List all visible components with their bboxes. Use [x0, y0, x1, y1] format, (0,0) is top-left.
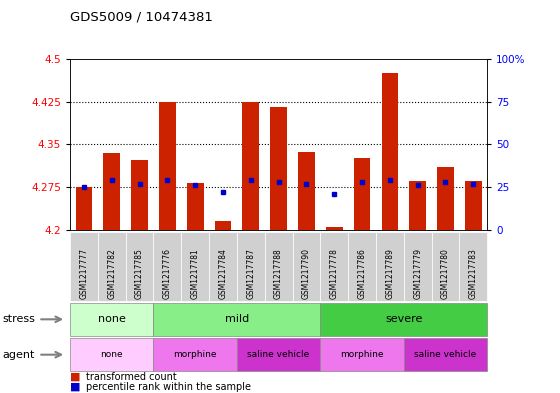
Text: none: none [98, 314, 125, 324]
Bar [76, 187, 92, 230]
Text: ■: ■ [70, 372, 81, 382]
Bar [104, 153, 120, 230]
Text: GSM1217782: GSM1217782 [107, 248, 116, 299]
Text: ■: ■ [70, 382, 81, 392]
Bar [465, 181, 482, 230]
Bar [187, 183, 203, 230]
Text: GSM1217777: GSM1217777 [80, 248, 88, 299]
Text: saline vehicle: saline vehicle [414, 350, 477, 359]
Text: GSM1217785: GSM1217785 [135, 248, 144, 299]
Text: GSM1217789: GSM1217789 [385, 248, 394, 299]
Bar [409, 181, 426, 230]
Text: GSM1217784: GSM1217784 [218, 248, 227, 299]
Text: GSM1217779: GSM1217779 [413, 248, 422, 299]
Bar [131, 160, 148, 230]
Text: mild: mild [225, 314, 249, 324]
Text: GSM1217790: GSM1217790 [302, 248, 311, 299]
Bar [437, 167, 454, 230]
Bar [242, 102, 259, 230]
Bar [298, 152, 315, 230]
Text: saline vehicle: saline vehicle [248, 350, 310, 359]
Text: morphine: morphine [174, 350, 217, 359]
Bar [354, 158, 370, 230]
Bar [326, 227, 343, 230]
Text: GSM1217788: GSM1217788 [274, 248, 283, 299]
Text: GSM1217780: GSM1217780 [441, 248, 450, 299]
Text: GDS5009 / 10474381: GDS5009 / 10474381 [70, 11, 213, 24]
Text: agent: agent [3, 350, 35, 360]
Text: GSM1217783: GSM1217783 [469, 248, 478, 299]
Text: severe: severe [385, 314, 422, 324]
Bar [159, 102, 176, 230]
Text: percentile rank within the sample: percentile rank within the sample [86, 382, 251, 392]
Text: transformed count: transformed count [86, 372, 176, 382]
Text: GSM1217787: GSM1217787 [246, 248, 255, 299]
Bar [270, 107, 287, 230]
Text: stress: stress [3, 314, 36, 324]
Text: GSM1217781: GSM1217781 [190, 248, 200, 299]
Text: GSM1217778: GSM1217778 [330, 248, 339, 299]
Bar [214, 221, 231, 230]
Text: none: none [100, 350, 123, 359]
Text: GSM1217786: GSM1217786 [357, 248, 367, 299]
Text: GSM1217776: GSM1217776 [163, 248, 172, 299]
Text: morphine: morphine [340, 350, 384, 359]
Bar [381, 73, 398, 230]
